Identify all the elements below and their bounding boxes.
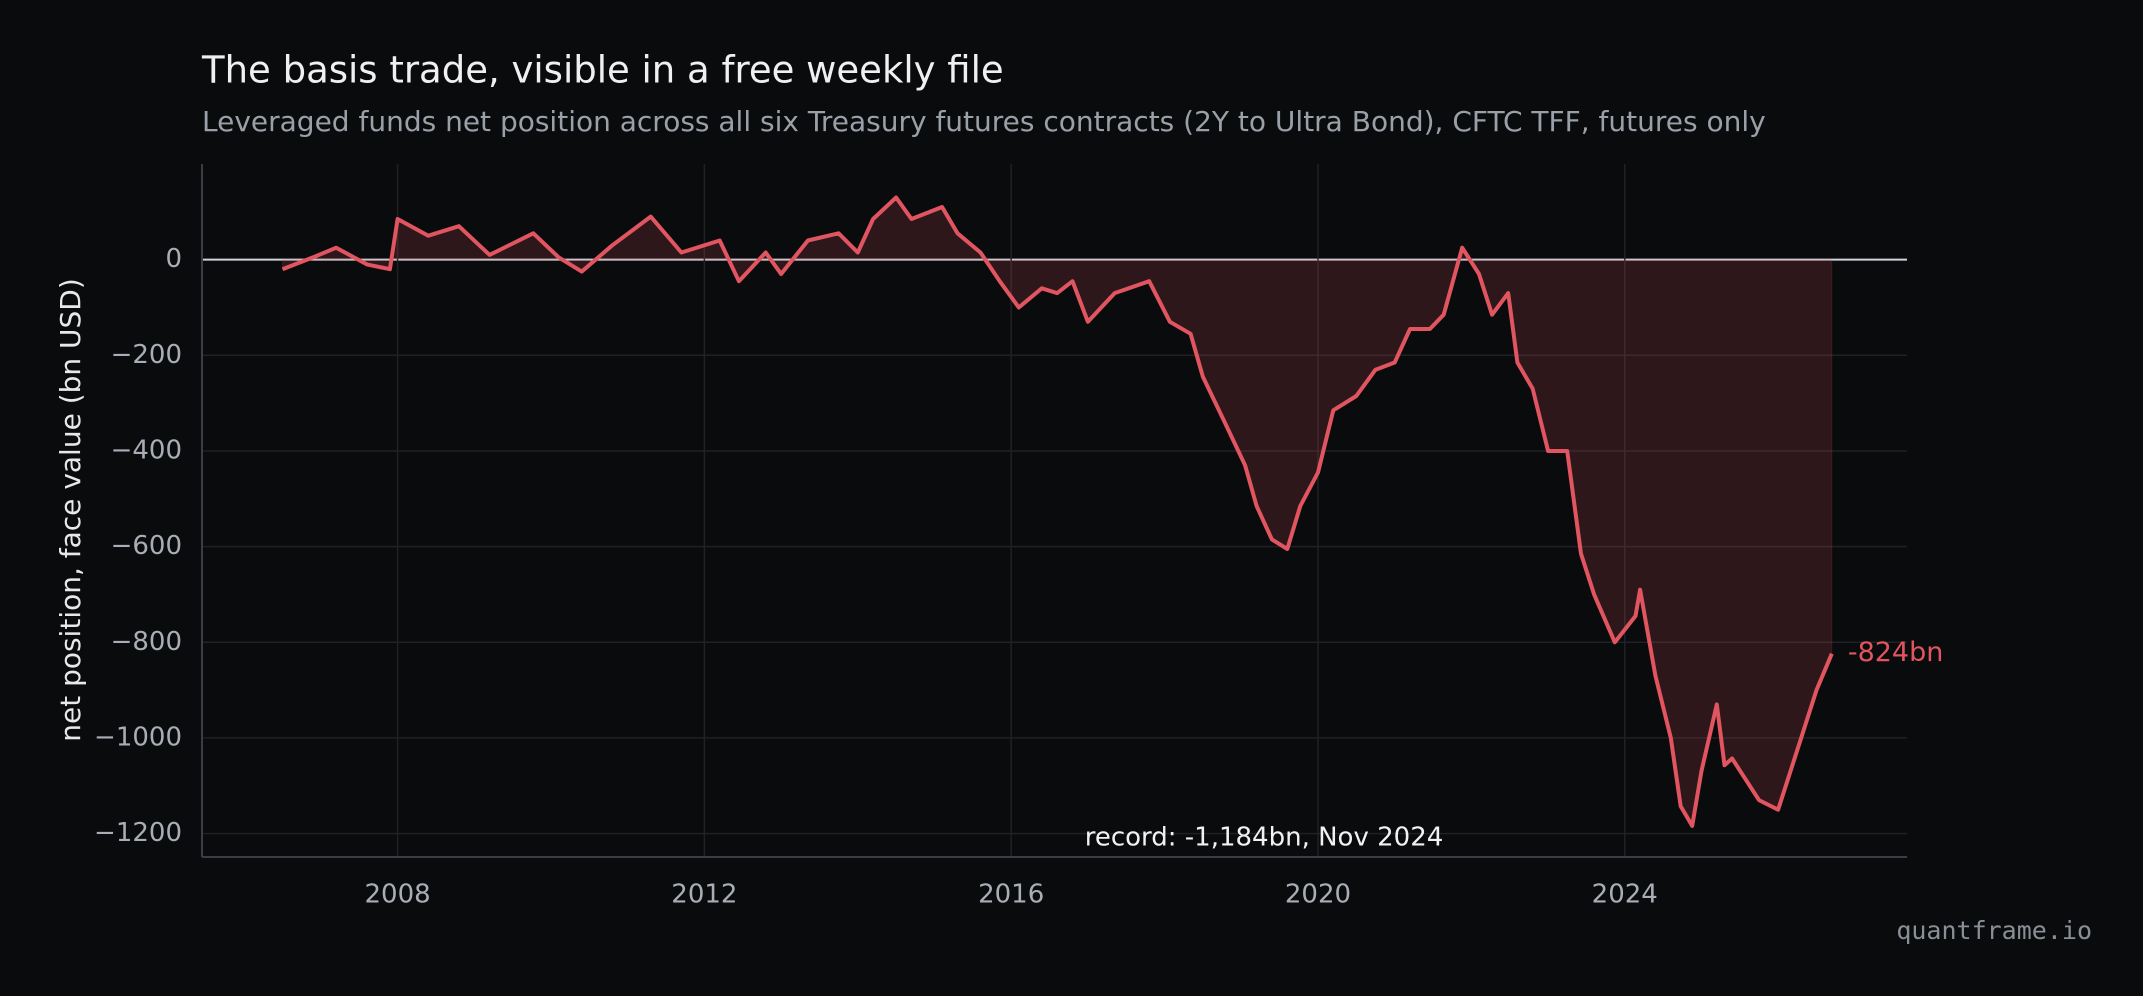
y-tick-label: −800: [111, 627, 182, 657]
plot-area: -824bn: [281, 195, 1944, 828]
x-tick-label: 2012: [671, 880, 737, 910]
grid: −1200 −1000 −800 −600 −400 −200 0 2008 2012 2016 2…: [94, 164, 1907, 910]
x-tick-label: 2016: [978, 880, 1044, 910]
y-tick-label: −1200: [94, 818, 182, 848]
x-tick-label: 2020: [1285, 880, 1351, 910]
y-tick-label: −400: [111, 435, 182, 465]
annotation: record: -1,184bn, Nov 2024: [1085, 823, 1444, 853]
y-axis-label: net position, face value (bn USD): [54, 278, 87, 742]
x-tick-label: 2008: [364, 880, 430, 910]
chart-title: The basis trade, visible in a free weekl…: [201, 49, 1004, 92]
y-tick-label: −600: [111, 531, 182, 561]
value-label: -824bn: [1848, 637, 1944, 668]
source: quantframe.io: [1896, 916, 2092, 945]
y-tick-label: 0: [165, 244, 182, 274]
chart-subtitle: Leveraged funds net position across all …: [202, 105, 1766, 138]
line: [281, 195, 1834, 828]
y-tick-label: −200: [111, 340, 182, 370]
x-tick-label: 2024: [1592, 880, 1658, 910]
y-tick-label: −1000: [94, 722, 182, 752]
